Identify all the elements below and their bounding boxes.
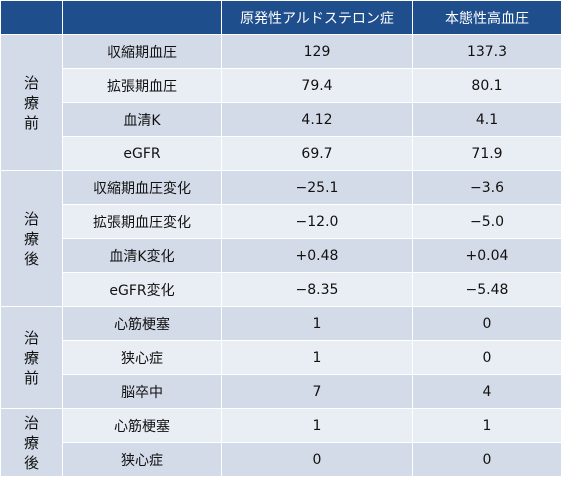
eh-value: 80.1 [412,68,561,103]
table-header-row: 原発性アルドステロン症 本態性高血圧 [0,0,561,35]
eh-value: −5.0 [412,204,561,239]
pa-value: 1 [221,340,413,375]
row-label: 心筋梗塞 [62,306,222,341]
group-label-post-treatment-events: 治 療 後 [0,408,63,477]
eh-value: 4.1 [412,102,561,137]
pa-value: 1 [221,408,413,443]
table-row: 狭心症 0 0 [1,442,561,477]
group-label-post-treatment: 治 療 後 [0,170,63,307]
row-label: 収縮期血圧 [62,34,222,69]
table-row: 拡張期血圧 79.4 80.1 [1,68,561,103]
eh-value: −3.6 [412,170,561,205]
pa-value: 69.7 [221,136,413,171]
pa-value: 1 [221,306,413,341]
eh-value: 1 [412,408,561,443]
eh-value: 4 [412,374,561,409]
row-label: 拡張期血圧 [62,68,222,103]
table-row: 拡張期血圧変化 −12.0 −5.0 [1,204,561,239]
table-row: 治 療 後 収縮期血圧変化 −25.1 −3.6 [0,170,561,307]
header-group-column [0,0,63,35]
pa-value: +0.48 [221,238,413,273]
pa-value: 0 [221,442,413,477]
pa-value: −12.0 [221,204,413,239]
row-label: 血清K [62,102,222,137]
row-label: 拡張期血圧変化 [62,204,222,239]
pa-value: −8.35 [221,272,413,307]
header-item-column [62,0,222,35]
header-primary-aldosteronism: 原発性アルドステロン症 [221,0,413,35]
row-label: 心筋梗塞 [62,408,222,443]
table-row: eGFR変化 −8.35 −5.48 [1,272,561,307]
pa-value: 129 [221,34,413,69]
eh-value: 137.3 [412,34,561,69]
table-row: 治 療 前 収縮期血圧 129 137.3 [0,34,561,171]
row-label: 脳卒中 [62,374,222,409]
table-row: 狭心症 1 0 [1,340,561,375]
header-essential-hypertension: 本態性高血圧 [412,0,561,35]
eh-value: 0 [412,442,561,477]
eh-value: 0 [412,306,561,341]
pa-value: 79.4 [221,68,413,103]
table-row: 血清K 4.12 4.1 [1,102,561,137]
eh-value: 0 [412,340,561,375]
row-label: eGFR [62,136,222,171]
row-label: 血清K変化 [62,238,222,273]
pa-value: −25.1 [221,170,413,205]
table-row: eGFR 69.7 71.9 [1,136,561,171]
table-row: 治 療 前 心筋梗塞 1 0 [0,306,561,409]
row-label: eGFR変化 [62,272,222,307]
table-row: 脳卒中 7 4 [1,374,561,409]
eh-value: 71.9 [412,136,561,171]
group-label-pre-treatment-events: 治 療 前 [0,306,63,409]
table-row: 治 療 後 心筋梗塞 1 1 [0,408,561,477]
pa-value: 7 [221,374,413,409]
group-label-pre-treatment: 治 療 前 [0,34,63,171]
pa-value: 4.12 [221,102,413,137]
eh-value: +0.04 [412,238,561,273]
row-label: 狭心症 [62,442,222,477]
row-label: 収縮期血圧変化 [62,170,222,205]
row-label: 狭心症 [62,340,222,375]
eh-value: −5.48 [412,272,561,307]
table-row: 血清K変化 +0.48 +0.04 [1,238,561,273]
